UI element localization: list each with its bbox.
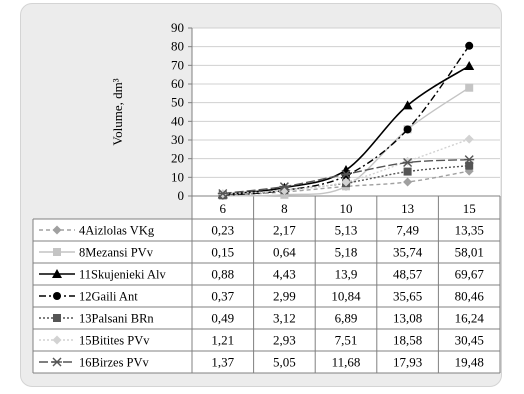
data-label: 4,43: [273, 267, 296, 282]
data-label: 6,89: [335, 311, 358, 326]
data-label: 16,24: [455, 311, 485, 326]
table-row: 4Aizlolas VKg 0,23 2,17 5,13 7,49 13,35: [39, 223, 484, 238]
table-row: 15Bitites PVv 1,21 2,93 7,51 18,58 30,45: [39, 333, 484, 348]
data-label: 2,99: [273, 289, 296, 304]
table-row: 12Gaili Ant 0,37 2,99 10,84 35,65 80,46: [39, 289, 484, 304]
data-point: [464, 155, 475, 165]
table-row: 13Palsani BRn 0,49 3,12 6,89 13,08 16,24: [39, 311, 484, 326]
x-tick-label: 8: [281, 201, 288, 216]
y-tick-label: 90: [171, 20, 184, 35]
data-point: [279, 182, 290, 192]
y-tick-label: 50: [171, 95, 184, 110]
data-label: 35,65: [393, 289, 422, 304]
data-label: 13,35: [455, 223, 484, 238]
data-label: 58,01: [455, 245, 484, 260]
series-line: [222, 138, 470, 195]
legend-entry: 12Gaili Ant: [79, 290, 138, 304]
y-tick-label: 0: [178, 188, 185, 203]
data-label: 0,49: [211, 311, 234, 326]
data-point: [402, 100, 413, 110]
data-label: 1,21: [211, 333, 234, 348]
y-tick-label: 60: [171, 76, 184, 91]
legend-key-marker: [53, 292, 61, 300]
legend-entry: 13Palsani BRn: [79, 312, 154, 326]
data-label: 5,05: [273, 355, 296, 370]
series-line: [222, 170, 470, 197]
x-tick-label: 10: [340, 201, 353, 216]
data-label: 0,23: [211, 223, 234, 238]
legend-key-marker: [52, 357, 62, 367]
data-table: 6 8 10 13 15 4Aizlolas VKg 0,23 2,17 5,13 7,49 13,…: [32, 28, 501, 374]
legend-key-marker: [52, 335, 62, 345]
data-point: [341, 177, 351, 187]
data-point: [217, 188, 228, 198]
legend-key-marker: [53, 248, 61, 256]
data-label: 18,58: [393, 333, 422, 348]
data-label: 7,51: [335, 333, 358, 348]
data-label: 35,74: [393, 245, 423, 260]
y-axis-label: Volume, dm³: [110, 78, 125, 145]
data-point: [403, 125, 412, 134]
data-point: [465, 161, 474, 170]
data-label: 69,67: [455, 267, 485, 282]
data-label: 13,9: [335, 267, 358, 282]
y-tick-label: 40: [171, 113, 184, 128]
legend-key-marker: [53, 314, 61, 322]
data-label: 5,13: [335, 223, 358, 238]
data-point: [465, 41, 474, 50]
table-row: 11Skujenieki Alv 0,88 4,43 13,9 48,57 69,67: [39, 267, 484, 282]
y-tick-label: 20: [171, 151, 184, 166]
y-tick-label: 10: [171, 169, 184, 184]
table-row: 8Mezansi PVv 0,15 0,64 5,18 35,74 58,01: [39, 245, 484, 260]
data-point: [464, 60, 475, 70]
data-point: [465, 83, 474, 92]
legend-key-marker: [52, 225, 62, 235]
data-label: 48,57: [393, 267, 423, 282]
x-tick-label: 15: [463, 201, 476, 216]
data-label: 3,12: [273, 311, 296, 326]
data-label: 1,37: [211, 355, 234, 370]
data-label: 13,08: [393, 311, 422, 326]
data-point: [341, 169, 351, 179]
data-point: [403, 177, 413, 187]
data-label: 0,64: [273, 245, 296, 260]
y-tick-label: 80: [171, 39, 184, 54]
table-body: [33, 219, 500, 373]
data-label: 10,84: [331, 289, 361, 304]
data-label: 17,93: [393, 355, 422, 370]
y-tick-label: 70: [171, 57, 184, 72]
x-tick-label: 13: [401, 201, 414, 216]
data-label: 0,15: [211, 245, 234, 260]
legend-key-marker: [52, 269, 62, 278]
data-label: 11,68: [332, 355, 361, 370]
data-point: [403, 156, 413, 166]
legend-entry: 11Skujenieki Alv: [79, 268, 166, 282]
legend-entry: 4Aizlolas VKg: [79, 224, 155, 238]
table-row: 16Birzes PVv 1,37 5,05 11,68 17,93 19,48: [39, 355, 484, 370]
data-label: 2,93: [273, 333, 296, 348]
x-tick-label: 6: [220, 201, 227, 216]
legend-entry: 8Mezansi PVv: [79, 246, 154, 260]
y-tick-label: 30: [171, 132, 184, 147]
data-label: 2,17: [273, 223, 296, 238]
data-point: [464, 134, 474, 144]
data-label: 0,37: [211, 289, 234, 304]
data-label: 80,46: [455, 289, 485, 304]
series-6: [217, 155, 475, 198]
table-header: [192, 196, 500, 219]
data-label: 0,88: [211, 267, 234, 282]
legend-entry: 16Birzes PVv: [79, 356, 150, 370]
data-point: [403, 167, 412, 176]
data-label: 30,45: [455, 333, 484, 348]
legend-entry: 15Bitites PVv: [79, 334, 150, 348]
data-label: 5,18: [335, 245, 358, 260]
data-label: 19,48: [455, 355, 484, 370]
data-point: [402, 158, 413, 168]
data-label: 7,49: [396, 223, 419, 238]
